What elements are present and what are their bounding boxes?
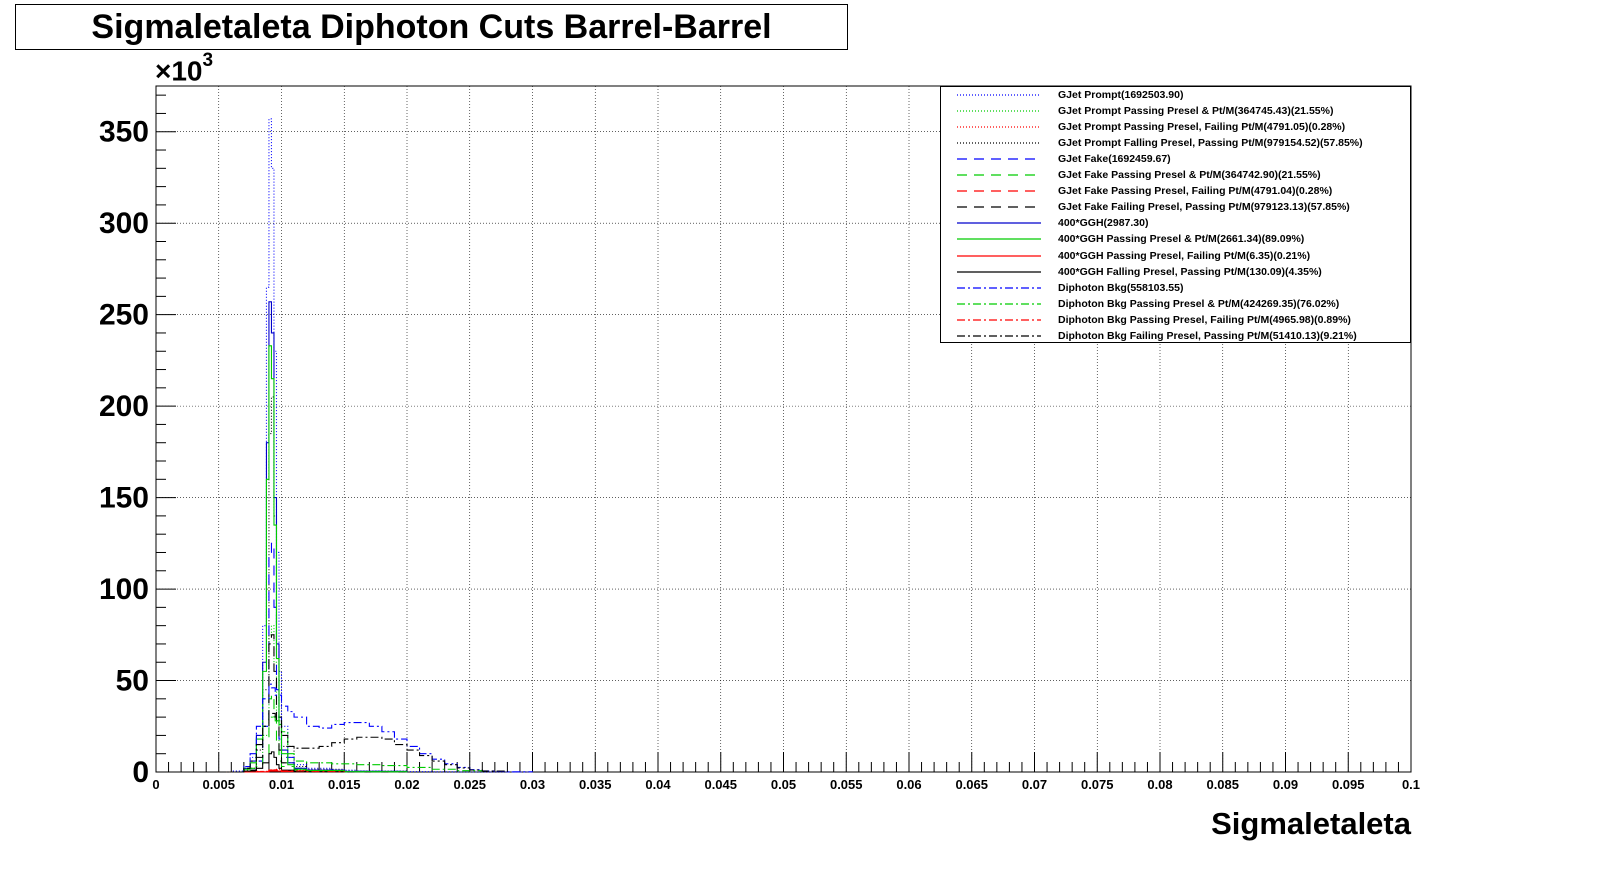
legend-entry: Diphoton Bkg(558103.55) xyxy=(941,281,1410,297)
x-tick-label: 0.03 xyxy=(520,777,545,792)
y-tick-label: 50 xyxy=(116,665,149,698)
legend-label: Diphoton Bkg Failing Presel, Passing Pt/… xyxy=(1058,329,1357,342)
legend-entry: Diphoton Bkg Passing Presel, Failing Pt/… xyxy=(941,313,1410,329)
legend-entry: GJet Prompt Passing Presel & Pt/M(364745… xyxy=(941,104,1410,120)
legend-label: GJet Fake Failing Presel, Passing Pt/M(9… xyxy=(1058,201,1350,214)
legend-label: Diphoton Bkg Passing Presel & Pt/M(42426… xyxy=(1058,297,1340,310)
legend-entry: GJet Prompt Falling Presel, Passing Pt/M… xyxy=(941,136,1410,152)
y-tick-label: 300 xyxy=(99,207,149,240)
legend-swatch xyxy=(957,126,1041,128)
legend-label: GJet Fake(1692459.67) xyxy=(1058,153,1171,166)
legend-swatch xyxy=(957,270,1041,273)
legend-entry: GJet Fake Passing Presel & Pt/M(364742.9… xyxy=(941,168,1410,184)
legend-label: 400*GGH Passing Presel & Pt/M(2661.34)(8… xyxy=(1058,233,1305,246)
x-tick-label: 0.07 xyxy=(1022,777,1047,792)
series-line-12 xyxy=(218,683,534,773)
x-tick-label: 0.085 xyxy=(1206,777,1239,792)
legend-entry: 400*GGH Passing Presel & Pt/M(2661.34)(8… xyxy=(941,232,1410,248)
legend-label: Diphoton Bkg(558103.55) xyxy=(1058,281,1184,294)
y-tick-label: 100 xyxy=(99,573,149,606)
legend-entry: GJet Prompt Passing Presel, Failing Pt/M… xyxy=(941,120,1410,136)
legend-swatch xyxy=(957,319,1041,321)
x-tick-label: 0.065 xyxy=(955,777,988,792)
legend-label: GJet Fake Passing Presel & Pt/M(364742.9… xyxy=(1058,169,1321,182)
legend-entry: GJet Prompt(1692503.90) xyxy=(941,88,1410,104)
legend-swatch xyxy=(957,110,1041,112)
x-tick-label: 0.035 xyxy=(579,777,612,792)
series-line-14 xyxy=(218,769,345,773)
series-line-11 xyxy=(218,751,345,773)
x-tick-label: 0.08 xyxy=(1147,777,1172,792)
legend-entry: 400*GGH(2987.30) xyxy=(941,216,1410,232)
x-tick-label: 0.06 xyxy=(896,777,921,792)
series-line-1 xyxy=(218,625,408,773)
y-tick-label: 250 xyxy=(99,299,149,332)
legend-swatch xyxy=(957,190,1041,192)
legend-entry: GJet Fake Passing Presel, Failing Pt/M(4… xyxy=(941,184,1410,200)
y-tick-label: 350 xyxy=(99,116,149,149)
legend: GJet Prompt(1692503.90) GJet Prompt Passi… xyxy=(940,86,1411,343)
legend-swatch xyxy=(957,286,1041,289)
y-axis-exponent: ×103 xyxy=(155,50,213,87)
legend-label: 400*GGH Falling Presel, Passing Pt/M(130… xyxy=(1058,265,1322,278)
x-tick-label: 0.095 xyxy=(1332,777,1365,792)
x-tick-label: 0.09 xyxy=(1273,777,1298,792)
x-tick-label: 0.02 xyxy=(394,777,419,792)
series-line-15 xyxy=(218,712,508,773)
legend-entry: GJet Fake Failing Presel, Passing Pt/M(9… xyxy=(941,200,1410,216)
x-tick-label: 0.045 xyxy=(704,777,737,792)
legend-swatch xyxy=(957,142,1041,144)
chart-title: Sigmaletaleta Diphoton Cuts Barrel-Barre… xyxy=(15,4,848,50)
legend-label: GJet Prompt Passing Presel, Failing Pt/M… xyxy=(1058,121,1346,134)
legend-entry: Diphoton Bkg Passing Presel & Pt/M(42426… xyxy=(941,297,1410,313)
x-tick-label: 0 xyxy=(152,777,159,792)
legend-swatch xyxy=(957,174,1041,176)
legend-entry: 400*GGH Falling Presel, Passing Pt/M(130… xyxy=(941,265,1410,281)
legend-swatch xyxy=(957,254,1041,257)
legend-label: 400*GGH(2987.30) xyxy=(1058,217,1149,230)
legend-entry: GJet Fake(1692459.67) xyxy=(941,152,1410,168)
legend-label: GJet Prompt Passing Presel & Pt/M(364745… xyxy=(1058,105,1334,118)
y-tick-label: 200 xyxy=(99,390,149,423)
x-tick-label: 0.1 xyxy=(1402,777,1420,792)
y-exponent-base: ×10 xyxy=(155,55,203,87)
x-tick-label: 0.005 xyxy=(202,777,235,792)
legend-label: GJet Prompt(1692503.90) xyxy=(1058,89,1184,101)
y-tick-label: 150 xyxy=(99,482,149,515)
legend-entry: Diphoton Bkg Failing Presel, Passing Pt/… xyxy=(941,329,1410,345)
legend-swatch xyxy=(957,206,1041,208)
legend-entry: 400*GGH Passing Presel, Failing Pt/M(6.3… xyxy=(941,249,1410,265)
legend-swatch xyxy=(957,158,1041,160)
x-tick-label: 0.075 xyxy=(1081,777,1114,792)
x-tick-label: 0.025 xyxy=(453,777,486,792)
x-tick-label: 0.015 xyxy=(328,777,361,792)
x-axis-label: Sigmaletaleta xyxy=(1211,806,1411,841)
legend-label: GJet Prompt Falling Presel, Passing Pt/M… xyxy=(1058,137,1363,150)
y-exponent-power: 3 xyxy=(202,50,214,71)
x-tick-label: 0.01 xyxy=(269,777,294,792)
legend-swatch xyxy=(957,303,1041,305)
legend-swatch xyxy=(957,335,1041,337)
legend-label: 400*GGH Passing Presel, Failing Pt/M(6.3… xyxy=(1058,249,1311,262)
x-tick-label: 0.05 xyxy=(771,777,796,792)
legend-label: GJet Fake Passing Presel, Failing Pt/M(4… xyxy=(1058,185,1333,198)
legend-swatch xyxy=(957,94,1041,96)
y-tick-label: 0 xyxy=(132,756,149,789)
legend-swatch xyxy=(957,222,1041,224)
x-tick-label: 0.04 xyxy=(645,777,671,792)
legend-label: Diphoton Bkg Passing Presel, Failing Pt/… xyxy=(1058,313,1351,326)
x-tick-label: 0.055 xyxy=(830,777,863,792)
legend-swatch xyxy=(957,238,1041,241)
series-line-13 xyxy=(218,716,483,773)
